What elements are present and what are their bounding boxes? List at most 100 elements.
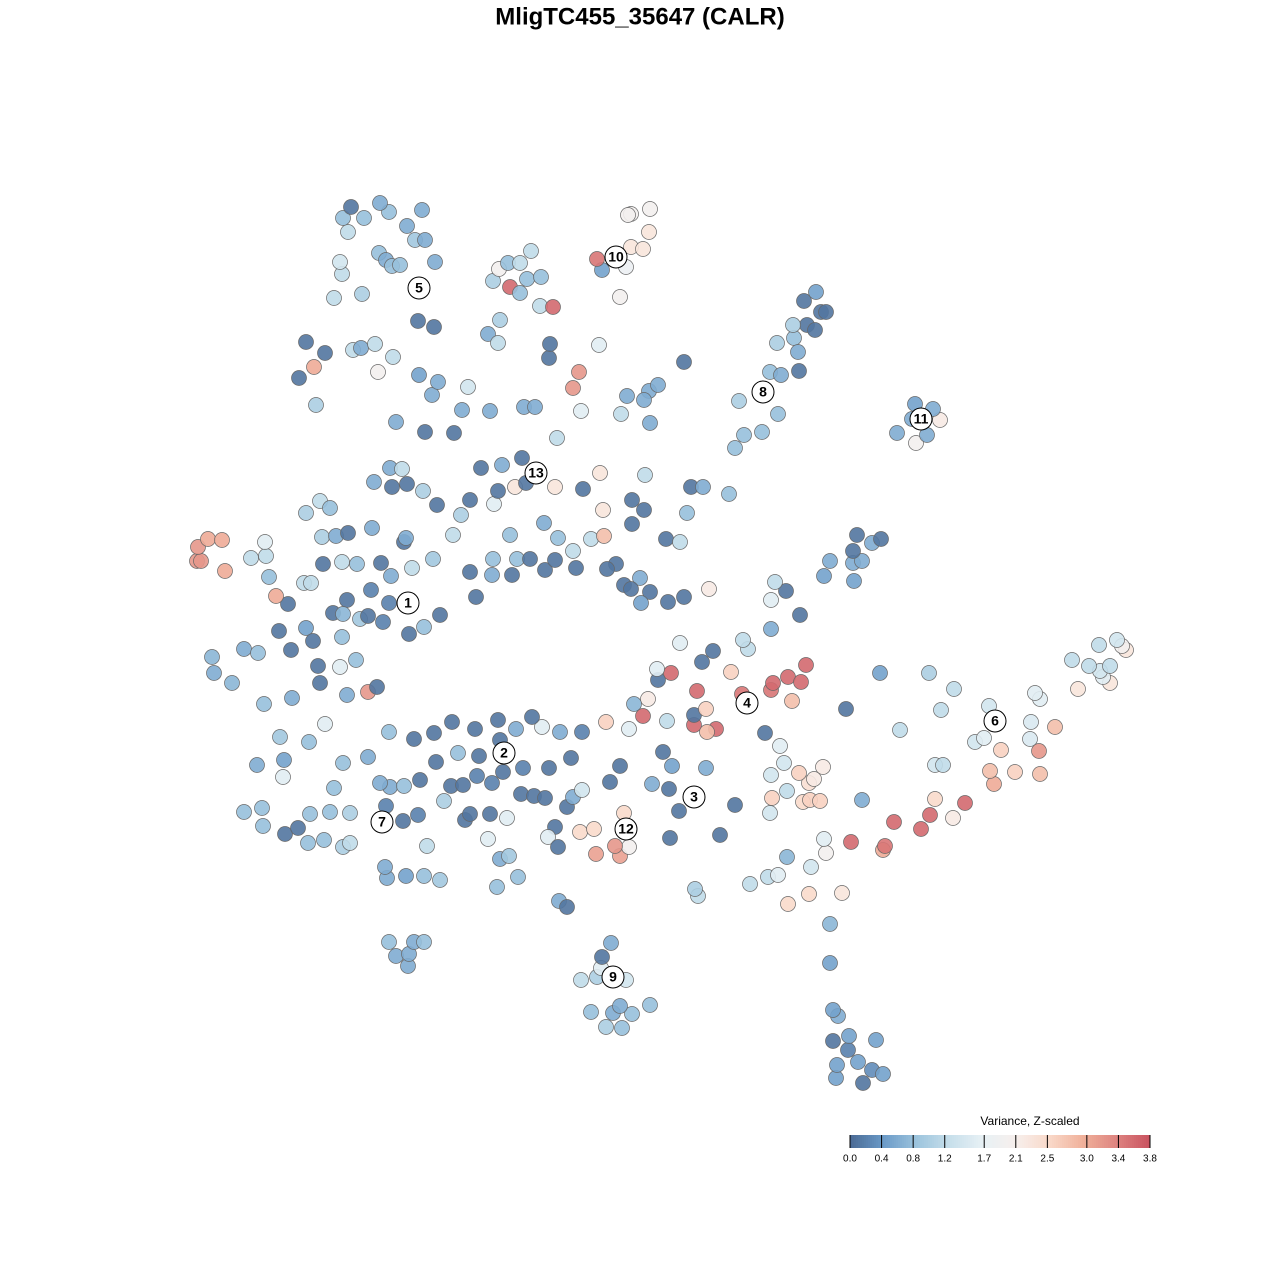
point (298, 505, 314, 521)
point (249, 757, 265, 773)
point (277, 826, 293, 842)
colorbar-segment (968, 1135, 971, 1148)
point (454, 402, 470, 418)
point (482, 403, 498, 419)
point (541, 350, 557, 366)
point (723, 664, 739, 680)
point (763, 592, 779, 608)
colorbar-segment (986, 1135, 989, 1148)
point (935, 757, 951, 773)
colorbar-segment (958, 1135, 961, 1148)
point (636, 392, 652, 408)
cluster-badge (407, 276, 431, 300)
point (620, 207, 636, 223)
point (563, 750, 579, 766)
colorbar-tick-label: 2.1 (1009, 1154, 1023, 1165)
point (731, 393, 747, 409)
colorbar-segment (952, 1135, 955, 1148)
point (727, 797, 743, 813)
colorbar-segment (862, 1135, 865, 1148)
point (417, 424, 433, 440)
point (815, 759, 831, 775)
point (392, 257, 408, 273)
colorbar-segment (982, 1135, 985, 1148)
point (243, 550, 259, 566)
point (687, 881, 703, 897)
point (602, 774, 618, 790)
point (641, 224, 657, 240)
colorbar-segment (964, 1135, 967, 1148)
point (545, 299, 561, 315)
colorbar-segment (1008, 1135, 1011, 1148)
point (523, 243, 539, 259)
point (637, 467, 653, 483)
colorbar-segment (856, 1135, 859, 1148)
point (388, 948, 404, 964)
colorbar-segment (936, 1135, 939, 1148)
point (343, 199, 359, 215)
point (816, 831, 832, 847)
point (501, 848, 517, 864)
colorbar-segment (1122, 1135, 1125, 1148)
cluster-badge (614, 817, 638, 841)
point (396, 778, 412, 794)
point (642, 584, 658, 600)
point (426, 725, 442, 741)
colorbar-segment (1102, 1135, 1105, 1148)
point (922, 807, 938, 823)
point (425, 551, 441, 567)
colorbar-segment (1140, 1135, 1143, 1148)
point (206, 665, 222, 681)
point (410, 313, 426, 329)
point (550, 530, 566, 546)
colorbar-segment (914, 1135, 917, 1148)
colorbar-segment (976, 1135, 979, 1148)
colorbar-segment (1006, 1135, 1009, 1148)
point (308, 397, 324, 413)
point (510, 869, 526, 885)
point (322, 804, 338, 820)
point (650, 377, 666, 393)
point (375, 614, 391, 630)
point (399, 218, 415, 234)
colorbar-segment (878, 1135, 881, 1148)
point (868, 1032, 884, 1048)
colorbar-segment (950, 1135, 953, 1148)
point (594, 949, 610, 965)
point (193, 553, 209, 569)
point (624, 516, 640, 532)
point (484, 775, 500, 791)
colorbar-segment (946, 1135, 949, 1148)
point (769, 335, 785, 351)
point (892, 722, 908, 738)
point (446, 425, 462, 441)
point (384, 479, 400, 495)
point (574, 724, 590, 740)
point (613, 406, 629, 422)
colorbar-segment (1100, 1135, 1103, 1148)
point (633, 595, 649, 611)
point (993, 742, 1009, 758)
point (705, 643, 721, 659)
colorbar-tick-label: 3.4 (1111, 1154, 1125, 1165)
point (524, 709, 540, 725)
colorbar-segment (1088, 1135, 1091, 1148)
point (598, 714, 614, 730)
cluster-label: 1 (404, 595, 412, 611)
point (381, 595, 397, 611)
point (591, 337, 607, 353)
point (519, 271, 535, 287)
point (642, 997, 658, 1013)
colorbar-segment (1084, 1135, 1087, 1148)
point (469, 768, 485, 784)
colorbar-title: Variance, Z-scaled (980, 1114, 1079, 1128)
point (695, 479, 711, 495)
point (664, 758, 680, 774)
cluster-label: 9 (609, 969, 617, 985)
chart-title: MligTC455_35647 (CALR) (495, 3, 784, 30)
colorbar-segment (1096, 1135, 1099, 1148)
point (537, 790, 553, 806)
point (727, 440, 743, 456)
point (302, 806, 318, 822)
point (798, 657, 814, 673)
